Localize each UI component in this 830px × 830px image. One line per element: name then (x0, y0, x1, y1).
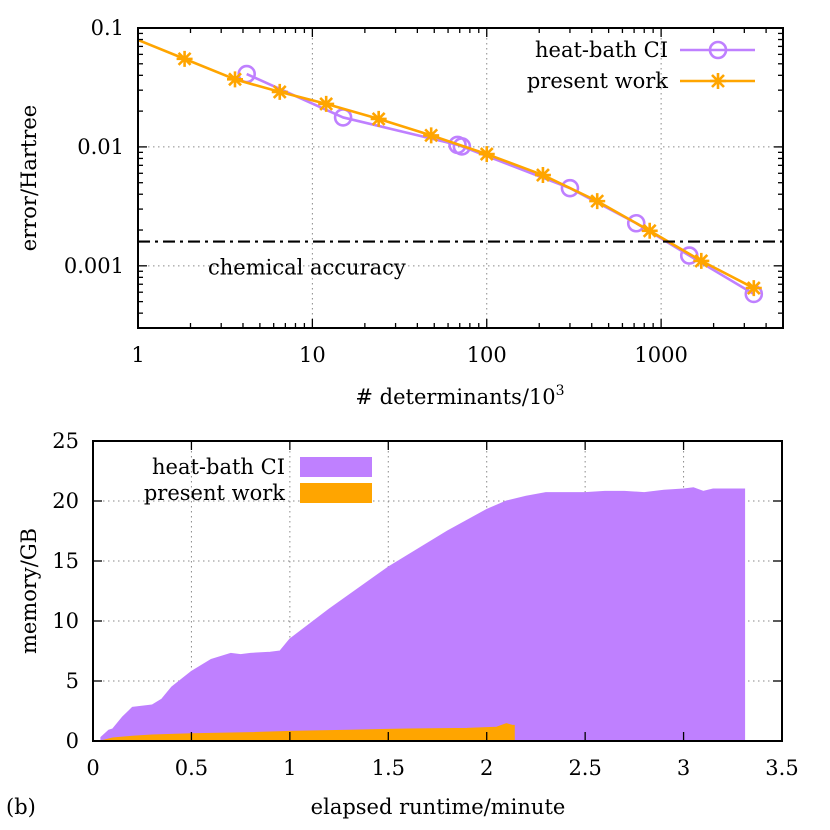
a-legend-marker-present-work (710, 73, 726, 89)
a-point-present-work (641, 222, 658, 239)
a-point-present-work (693, 252, 710, 269)
a-point-present-work (271, 83, 288, 100)
b-y-axis-label: memory/GB (17, 528, 41, 654)
a-series-group (137, 38, 764, 304)
a-point-heat-bath-ci (626, 213, 646, 233)
a-legend-sample-heat-bath (680, 40, 755, 60)
a-point-present-work (423, 127, 440, 144)
b-area-present-work (102, 723, 515, 742)
a-point-present-work (745, 280, 762, 297)
b-x-tick-label-0-5: 0.5 (175, 756, 208, 780)
a-legend-sample-present-work (680, 73, 755, 89)
a-tick-labels: 1 10 100 1000 0.001 0.01 0.1 (64, 16, 688, 367)
b-ticks (92, 440, 783, 742)
a-ticks (137, 27, 783, 329)
b-x-tick-label-3-5: 3.5 (765, 756, 798, 780)
a-point-present-work (478, 146, 495, 163)
b-legend: heat-bath CI present work (144, 455, 372, 505)
a-x-tick-label-100: 100 (467, 343, 507, 367)
b-legend-label-heat-bath: heat-bath CI (152, 455, 285, 479)
a-point-present-work (370, 110, 387, 127)
a-y-tick-label-0-001: 0.001 (64, 254, 124, 278)
b-x-tick-label-1-5: 1.5 (372, 756, 405, 780)
a-chemical-accuracy-annotation: chemical accuracy (208, 256, 406, 280)
b-tick-labels: 0 0.5 1 1.5 2 2.5 3 3.5 0 5 10 15 20 25 (52, 429, 798, 780)
b-y-tick-label-0: 0 (66, 729, 79, 753)
a-point-present-work (589, 193, 606, 210)
panel-a-error-chart: chemical accuracy 1 10 100 1000 0.001 0.01 0.1… (17, 16, 784, 409)
b-series-group (100, 487, 746, 742)
b-plot-frame (92, 440, 783, 742)
b-panel-label: (b) (6, 795, 36, 819)
b-y-tick-label-5: 5 (66, 669, 79, 693)
a-x-tick-label-1000: 1000 (634, 343, 687, 367)
a-point-present-work (318, 95, 335, 112)
a-y-tick-label-0-01: 0.01 (77, 135, 124, 159)
a-point-present-work (227, 71, 244, 88)
a-legend-label-heat-bath: heat-bath CI (535, 38, 668, 62)
a-legend: heat-bath CI present work (527, 38, 755, 93)
a-y-tick-label-0-1: 0.1 (91, 16, 124, 40)
b-area-heat-bath-ci (100, 487, 746, 742)
b-y-tick-label-15: 15 (52, 549, 79, 573)
b-x-tick-label-1: 1 (283, 756, 296, 780)
b-x-tick-label-3: 3 (677, 756, 690, 780)
b-legend-swatch-present-work (300, 483, 372, 503)
b-x-axis-label: elapsed runtime/minute (311, 795, 566, 819)
a-point-present-work (534, 167, 551, 184)
b-legend-label-present-work: present work (144, 481, 285, 505)
b-legend-swatch-heat-bath (300, 457, 372, 477)
a-legend-label-present-work: present work (527, 69, 668, 93)
b-y-tick-label-25: 25 (52, 429, 79, 453)
b-y-tick-label-20: 20 (52, 489, 79, 513)
a-grid (138, 28, 783, 328)
a-legend-marker-heat-bath-ci (708, 40, 728, 60)
a-y-axis-label: error/Hartree (17, 105, 41, 251)
a-point-heat-bath-ci (560, 178, 580, 198)
a-point-present-work (176, 50, 193, 67)
a-series-present-work (137, 38, 762, 297)
a-chemical-accuracy-group: chemical accuracy (138, 240, 783, 280)
a-x-tick-label-1: 1 (131, 343, 144, 367)
a-plot-frame (137, 27, 784, 329)
a-x-tick-label-10: 10 (299, 343, 326, 367)
b-x-tick-label-2-5: 2.5 (568, 756, 601, 780)
b-y-tick-label-10: 10 (52, 609, 79, 633)
b-x-tick-label-0: 0 (86, 756, 99, 780)
a-point-heat-bath-ci (452, 137, 472, 156)
a-x-axis-label-superscript: 3 (556, 383, 565, 399)
b-x-tick-label-2: 2 (480, 756, 493, 780)
panel-b-memory-chart: 0 0.5 1 1.5 2 2.5 3 3.5 0 5 10 15 20 25 elapsed runti… (6, 429, 799, 819)
a-x-axis-label: # determinants/103 (355, 383, 564, 409)
